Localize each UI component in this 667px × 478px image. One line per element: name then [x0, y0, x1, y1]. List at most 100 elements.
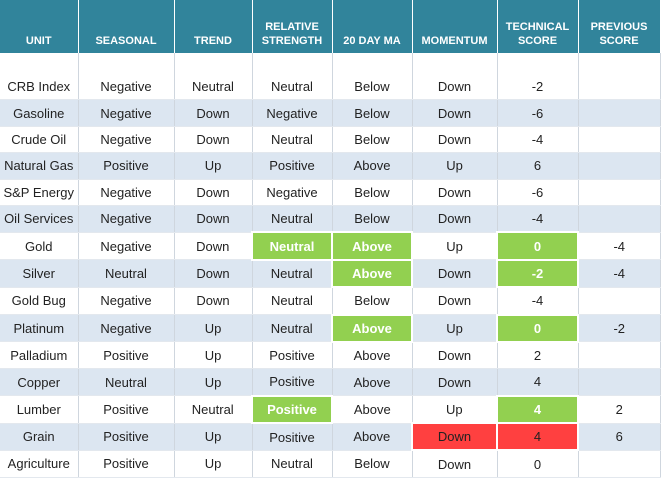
table-cell: Down: [412, 99, 498, 127]
table-cell: Crude Oil: [0, 126, 79, 154]
table-cell: Neutral: [252, 205, 333, 233]
table-cell: Gold Bug: [0, 287, 79, 316]
table-cell: Down: [174, 179, 253, 206]
table-row: S&P Energy Negative Down Negative Below Down -…: [0, 179, 661, 206]
table-cell: [578, 126, 661, 154]
table-cell: [578, 341, 661, 370]
table-cell: 4: [496, 422, 579, 452]
table-cell: Above: [332, 368, 413, 397]
table-cell: Up: [174, 368, 253, 397]
table-cell: [578, 74, 661, 101]
table-cell: Neutral: [252, 259, 333, 288]
table-cell: -4: [578, 232, 661, 261]
table-cell: Up: [412, 314, 498, 343]
table-cell: 4: [496, 394, 579, 425]
table-cell: Up: [412, 232, 498, 261]
table-cell: Oil Services: [0, 205, 79, 233]
table-cell: 0: [497, 450, 579, 478]
table-cell: [578, 152, 661, 180]
column-header: MOMENTUM: [412, 0, 498, 53]
table-cell: [578, 368, 661, 397]
table-cell: -6: [497, 179, 579, 206]
column-header: SEASONAL: [78, 0, 175, 53]
table-cell: Positive: [252, 341, 333, 370]
column-header: UNIT: [0, 0, 79, 53]
table-row: Copper Neutral Up Positive Above Down 4: [0, 368, 661, 397]
table-cell: Neutral: [252, 74, 333, 101]
table-cell: -2: [497, 74, 579, 101]
table-cell: Above: [331, 258, 413, 289]
table-cell: Below: [332, 287, 413, 316]
table-cell: Palladium: [0, 341, 79, 370]
table-cell: Down: [412, 341, 498, 370]
table-cell: Lumber: [0, 395, 79, 424]
table-row: Gold Bug Negative Down Neutral Below Down -4: [0, 287, 661, 316]
spacer-row: [0, 53, 661, 74]
table-cell: Positive: [252, 423, 333, 451]
table-cell: Neutral: [78, 259, 175, 288]
table-cell: Up: [412, 152, 498, 180]
table-cell: Down: [412, 205, 498, 233]
table-row: Palladium Positive Up Positive Above Down 2: [0, 341, 661, 370]
table-row: Natural Gas Positive Up Positive Above Up 6: [0, 152, 661, 180]
table-cell: Negative: [78, 99, 175, 127]
table-cell: Above: [331, 313, 413, 343]
table-row: Crude Oil Negative Down Neutral Below Down -4: [0, 126, 661, 154]
column-header: PREVIOUS SCORE: [578, 0, 661, 53]
column-header: TREND: [174, 0, 253, 53]
header-row: UNIT SEASONAL TREND RELATIVE STRENGTH 20 DAY…: [0, 0, 661, 53]
table-cell: Copper: [0, 368, 79, 397]
table-cell: Platinum: [0, 314, 79, 343]
table-cell: Positive: [78, 450, 175, 478]
table-cell: Agriculture: [0, 450, 79, 478]
table-cell: Up: [174, 423, 253, 451]
table-cell: Neutral: [252, 450, 333, 478]
table-cell: Down: [412, 450, 498, 478]
table-cell: -2: [578, 314, 661, 343]
table-cell: 6: [578, 423, 661, 451]
table-cell: Above: [331, 231, 413, 261]
table-cell: 2: [578, 395, 661, 424]
table-cell: Negative: [78, 287, 175, 316]
column-header: 20 DAY MA: [332, 0, 413, 53]
table-cell: Below: [332, 126, 413, 154]
table-cell: Above: [332, 341, 413, 370]
table-cell: Down: [174, 126, 253, 154]
table-cell: Neutral: [252, 126, 333, 154]
table-cell: Neutral: [251, 231, 333, 261]
table-cell: Down: [412, 74, 498, 101]
table-cell: -4: [578, 259, 661, 288]
table-cell: Above: [332, 395, 413, 424]
table-cell: -4: [497, 205, 579, 233]
table-cell: Down: [174, 287, 253, 316]
table-cell: Positive: [78, 152, 175, 180]
table-cell: Neutral: [174, 395, 253, 424]
table-cell: Down: [174, 99, 253, 127]
table-cell: Up: [174, 314, 253, 343]
table-cell: Below: [332, 99, 413, 127]
table-cell: Down: [412, 126, 498, 154]
table-cell: -4: [497, 287, 579, 316]
table-cell: Below: [332, 205, 413, 233]
table-cell: -6: [497, 99, 579, 127]
table-cell: Above: [332, 423, 413, 451]
table-cell: 0: [496, 231, 579, 261]
table-row: Agriculture Positive Up Neutral Below Down 0: [0, 450, 661, 478]
table-cell: -2: [496, 258, 579, 289]
table-cell: Gasoline: [0, 99, 79, 127]
table-cell: Negative: [252, 99, 333, 127]
table-row: Lumber Positive Neutral Positive Above Up 4 2: [0, 394, 661, 425]
table-cell: Positive: [78, 395, 175, 424]
table-body: CRB Index Negative Neutral Neutral Below Down…: [0, 53, 661, 478]
table-cell: Natural Gas: [0, 152, 79, 180]
table-cell: Up: [174, 341, 253, 370]
table-cell: [578, 205, 661, 233]
table-cell: 6: [497, 152, 579, 180]
table-cell: Down: [412, 287, 498, 316]
table-cell: Neutral: [174, 74, 253, 101]
table-cell: Neutral: [78, 368, 175, 397]
table-cell: -4: [497, 126, 579, 154]
table-cell: Below: [332, 450, 413, 478]
table-cell: Down: [412, 368, 498, 397]
